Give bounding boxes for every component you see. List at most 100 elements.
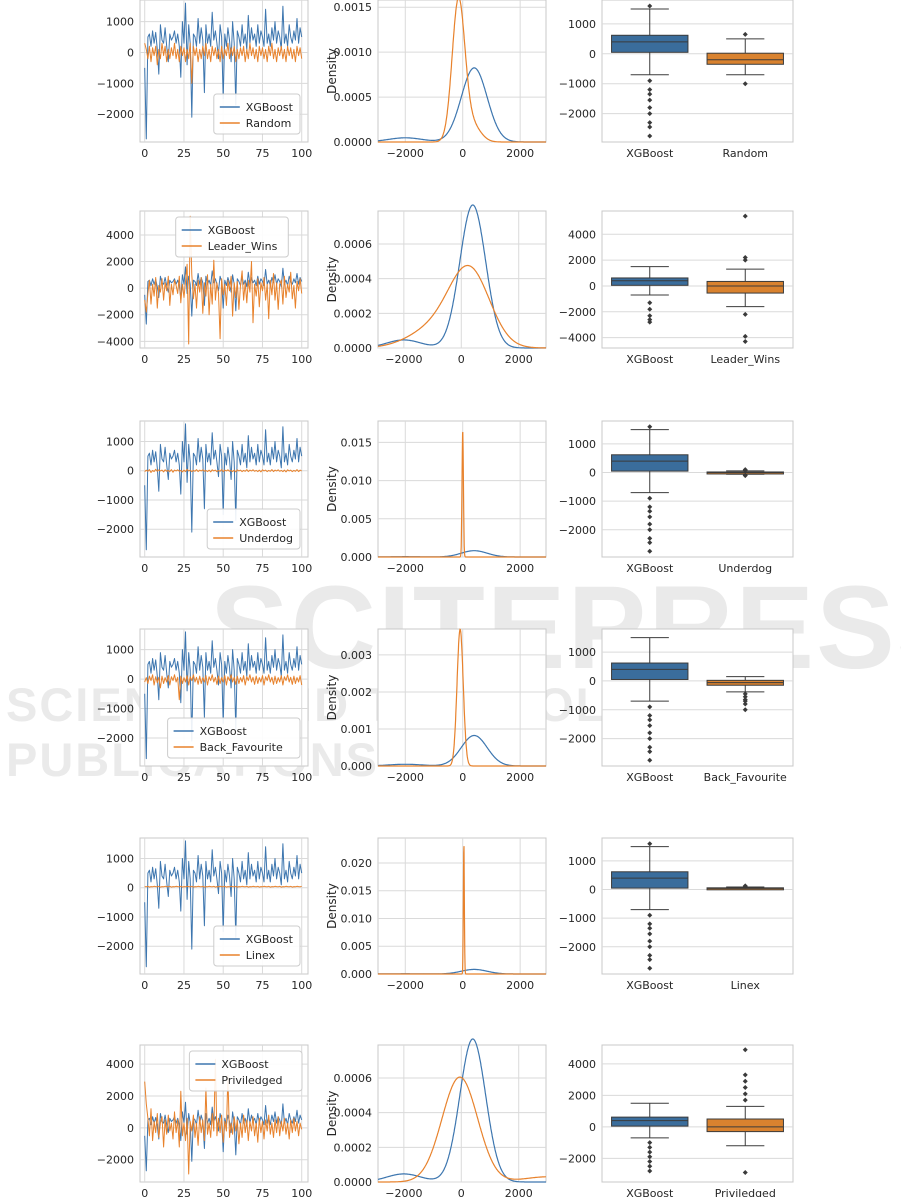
box-flier bbox=[647, 111, 653, 117]
box-iqr bbox=[611, 454, 689, 472]
box-flier bbox=[647, 495, 653, 501]
box-flier bbox=[742, 694, 748, 700]
chart-linex-kde-ytick-label: 0.020 bbox=[341, 857, 373, 870]
chart-linex-kde-ytick-label: 0.000 bbox=[341, 968, 373, 981]
chart-linex-line-xtick-label: 100 bbox=[291, 979, 312, 992]
box-flier bbox=[647, 540, 653, 546]
chart-underdog-line-xtick-label: 100 bbox=[291, 562, 312, 575]
box-flier bbox=[647, 317, 653, 323]
box-flier bbox=[647, 504, 653, 510]
box-flier bbox=[647, 133, 653, 139]
chart-linex-box-category-label: Linex bbox=[731, 979, 761, 992]
legend-label-xgboost: XGBoost bbox=[246, 933, 294, 946]
chart-back-favourite-box-category-label: Back_Favourite bbox=[704, 771, 787, 784]
legend-label-xgboost: XGBoost bbox=[239, 516, 287, 529]
box-flier bbox=[647, 736, 653, 742]
box-flier bbox=[647, 704, 653, 710]
chart-linex-box-frame bbox=[601, 837, 794, 975]
chart-underdog-line: −2000 −1000 0 1000 0 25 50 75 100 XGBoost Underdog bbox=[97, 420, 312, 575]
chart-back-favourite-line: −2000 −1000 0 1000 0 25 50 75 100 XGBoost Back_Fav… bbox=[97, 628, 312, 784]
chart-linex-line-ytick-label: −2000 bbox=[97, 940, 134, 953]
chart-random-line-ytick-label: −1000 bbox=[97, 77, 134, 90]
chart-leader-wins-box-ytick-label: 2000 bbox=[568, 254, 596, 267]
box-flier bbox=[742, 31, 748, 37]
box-xgboost bbox=[611, 266, 689, 325]
box-flier bbox=[647, 306, 653, 312]
chart-priviledged-line-ytick-label: 0 bbox=[127, 1122, 134, 1135]
box-flier bbox=[647, 91, 653, 97]
chart-underdog-line-ytick-label: 0 bbox=[127, 465, 134, 478]
box-iqr bbox=[706, 280, 784, 294]
box-flier bbox=[647, 938, 653, 944]
legend-label-xgboost: XGBoost bbox=[221, 1058, 269, 1071]
chart-underdog-line-ytick-label: 1000 bbox=[106, 435, 134, 448]
legend-label-random: Random bbox=[246, 117, 292, 130]
chart-random-kde-xtick-label: −2000 bbox=[387, 147, 424, 160]
box-flier bbox=[647, 97, 653, 103]
legend-frame bbox=[213, 93, 301, 135]
box-iqr bbox=[611, 34, 689, 53]
chart-back-favourite-line-xtick-label: 100 bbox=[291, 771, 312, 784]
chart-priviledged-kde-xtick-label: −2000 bbox=[385, 1187, 422, 1197]
chart-random-box-ytick-label: −1000 bbox=[559, 78, 596, 91]
box-flier bbox=[742, 213, 748, 219]
chart-underdog-line-xtick-label: 75 bbox=[255, 562, 269, 575]
box-flier bbox=[647, 78, 653, 84]
chart-back-favourite-line-ytick-label: 1000 bbox=[106, 644, 134, 657]
chart-linex-line: −2000 −1000 0 1000 0 25 50 75 100 XGBoost Linex bbox=[97, 837, 312, 992]
chart-priviledged-box-ytick-label: 2000 bbox=[568, 1089, 596, 1102]
box-leader-wins bbox=[706, 213, 784, 345]
density-curve-random bbox=[378, 0, 546, 143]
legend-frame bbox=[188, 1050, 303, 1092]
chart-linex-kde-ytick-label: 0.010 bbox=[341, 912, 373, 925]
chart-linex-kde-xtick-label: 0 bbox=[459, 979, 466, 992]
chart-linex-kde: 0.000 0.005 0.010 0.015 0.020 −2000 0 2000 Densi… bbox=[325, 837, 547, 992]
chart-priviledged-box-category-label: XGBoost bbox=[626, 1187, 674, 1197]
chart-leader-wins-line-ytick-label: 2000 bbox=[106, 256, 134, 269]
chart-back-favourite-box-ytick-label: −1000 bbox=[559, 704, 596, 717]
legend-frame bbox=[167, 717, 301, 759]
box-flier bbox=[742, 257, 748, 263]
chart-underdog-line-ytick-label: −2000 bbox=[97, 523, 134, 536]
chart-priviledged-box-category-label: Priviledged bbox=[715, 1187, 776, 1197]
legend-frame bbox=[213, 925, 301, 967]
chart-priviledged-kde-ytick-label: 0.0004 bbox=[334, 1107, 373, 1120]
chart-back-favourite-kde-ytick-label: 0.000 bbox=[341, 760, 373, 773]
chart-back-favourite-line-xtick-label: 0 bbox=[141, 771, 148, 784]
chart-back-favourite-box-ytick-label: −2000 bbox=[559, 733, 596, 746]
legend-frame bbox=[175, 216, 289, 258]
chart-back-favourite-box-ytick-label: 0 bbox=[589, 675, 596, 688]
chart-back-favourite-box-frame bbox=[601, 628, 794, 767]
box-flier bbox=[647, 105, 653, 111]
chart-underdog-line-xtick-label: 50 bbox=[216, 562, 230, 575]
chart-linex-box-ytick-label: 1000 bbox=[568, 855, 596, 868]
chart-linex-kde-ylabel: Density bbox=[325, 883, 339, 929]
box-flier bbox=[647, 757, 653, 763]
box-flier bbox=[647, 1144, 653, 1150]
box-xgboost bbox=[611, 424, 689, 554]
box-flier bbox=[647, 87, 653, 93]
box-flier bbox=[647, 723, 653, 729]
chart-priviledged-kde-ylabel: Density bbox=[325, 1091, 339, 1137]
series-line-linex bbox=[144, 885, 302, 888]
box-iqr bbox=[706, 1118, 784, 1133]
chart-leader-wins-line-xtick-label: 0 bbox=[141, 353, 148, 366]
chart-random-line: −2000 −1000 0 1000 0 25 50 75 100 XGBoost Random bbox=[97, 0, 312, 160]
chart-underdog-kde-xtick-label: 0 bbox=[459, 562, 466, 575]
chart-underdog-kde-ytick-label: 0.010 bbox=[341, 475, 373, 488]
box-flier bbox=[647, 1140, 653, 1146]
box-flier bbox=[647, 300, 653, 306]
chart-priviledged-box-ytick-label: −2000 bbox=[559, 1152, 596, 1165]
box-flier bbox=[742, 255, 748, 261]
chart-leader-wins-box-ytick-label: 4000 bbox=[568, 228, 596, 241]
chart-priviledged-kde-ytick-label: 0.0000 bbox=[334, 1176, 373, 1189]
box-flier bbox=[742, 1085, 748, 1091]
chart-random-box-ytick-label: 0 bbox=[589, 48, 596, 61]
chart-leader-wins-kde-xtick-label: 0 bbox=[458, 353, 465, 366]
box-flier bbox=[742, 1047, 748, 1053]
chart-back-favourite-kde-xtick-label: 0 bbox=[459, 771, 466, 784]
box-flier bbox=[647, 514, 653, 520]
box-flier bbox=[742, 691, 748, 697]
chart-leader-wins-line: −4000 −2000 0 2000 4000 0 25 50 75 100 XGBoost Lead… bbox=[97, 210, 312, 366]
box-iqr bbox=[706, 52, 784, 65]
